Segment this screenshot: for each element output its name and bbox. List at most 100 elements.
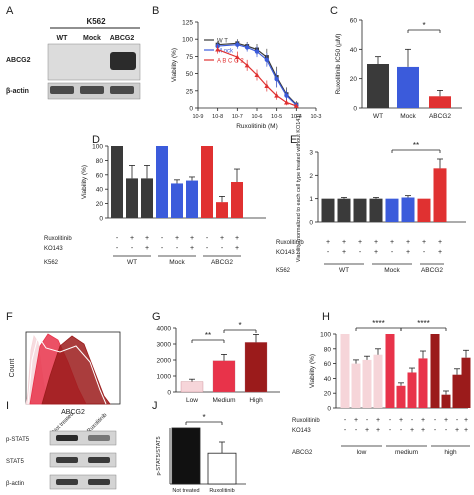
panel-d-condition-mark: - [221, 245, 224, 252]
panel-c-bar-mock [397, 66, 419, 108]
panel-h-condition-mark: + [354, 417, 358, 424]
panel-g-y-tick-label: 2000 [157, 358, 172, 365]
panel-label-i: I [6, 400, 9, 412]
panel-b-point [254, 72, 260, 77]
panel-h-bar [362, 359, 372, 408]
panel-label-d: D [92, 134, 100, 146]
panel-d-group-row-label: K562 [44, 260, 59, 266]
panel-h-condition-mark: + [376, 417, 380, 424]
panel-e-condition-mark: - [359, 249, 362, 256]
panel-b-x-axis-label: Ruxolitinib (M) [236, 123, 278, 130]
panel-h-y-tick-label: 100 [320, 332, 331, 339]
panel-g-y-tick-label: 4000 [157, 326, 172, 333]
panel-h-group-label-medium: medium [395, 449, 418, 456]
panel-h-condition-mark: - [400, 427, 403, 434]
panel-h-bar [351, 363, 361, 408]
panel-d-condition-mark: - [176, 245, 179, 252]
panel-h-condition-mark: + [421, 417, 425, 424]
panel-d-group-label-abcg2: ABCG2 [211, 259, 233, 266]
panel-g-bar-medium [212, 360, 236, 393]
panel-f-histogram-2 [41, 335, 111, 405]
panel-e-condition-mark: + [358, 239, 362, 246]
panel-b-y-tick-label: 75 [186, 54, 194, 61]
panel-d-bar [141, 178, 153, 218]
panel-j-y-axis-label: p-STAT5/STAT5 [156, 436, 162, 475]
panel-d-bar [231, 182, 243, 218]
panel-g-sig-star: ** [205, 331, 211, 340]
panel-e-group-label-wt: WT [339, 267, 349, 274]
panel-h-condition-mark: + [444, 417, 448, 424]
panel-a-title: K562 [86, 17, 106, 26]
panel-h-bar [373, 354, 383, 408]
panel-b-x-tick-label: 10-4 [291, 114, 302, 120]
actin-band [80, 86, 104, 94]
panel-e-condition-mark: + [342, 249, 346, 256]
panel-i-membrane [49, 430, 117, 446]
panel-e-y-tick-label: 2 [309, 173, 313, 180]
panel-e-condition-mark: + [374, 239, 378, 246]
panel-f-x-axis-label: ABCG2 [61, 409, 85, 416]
panel-b-x-tick-label: 10-8 [212, 114, 223, 120]
panel-b-y-tick-label: 125 [182, 20, 193, 27]
panel-c-sig-star: * [422, 21, 425, 30]
panel-d-y-axis-label: Viability (%) [81, 165, 88, 199]
panel-d-bar [111, 146, 123, 218]
panel-d-condition-mark: + [175, 235, 179, 242]
panel-e-condition-mark: + [390, 239, 394, 246]
panel-e-condition-mark: + [342, 239, 346, 246]
panel-h-bar [461, 357, 471, 408]
panel-d-condition-mark: + [235, 235, 239, 242]
panel-g-y-tick-label: 1000 [157, 374, 172, 381]
panel-d-condition-mark: - [131, 245, 134, 252]
panel-g-bar-low [180, 381, 204, 393]
panel-b-legend-entry: A B C G 2 [217, 59, 244, 65]
panel-e-group-label-abcg2: ABCG2 [421, 267, 443, 274]
panel-c-x-tick-label: ABCG2 [429, 113, 451, 120]
panel-b-point [215, 47, 221, 52]
panel-i-band [56, 457, 78, 463]
panel-e-condition-mark: + [406, 249, 410, 256]
panel-d-condition-mark: - [116, 235, 119, 242]
panel-e-condition-mark: + [326, 239, 330, 246]
panel-j-x-tick-label: Not treated [172, 488, 199, 494]
panel-d-condition-mark: + [145, 245, 149, 252]
panel-e-bar [321, 198, 335, 222]
panel-e-bar [369, 198, 383, 222]
panel-j-sig-star: * [202, 413, 205, 422]
panel-e-condition-mark: + [422, 239, 426, 246]
panel-h-condition-mark: + [410, 427, 414, 434]
panel-label-f: F [6, 311, 13, 323]
panel-e-row-label-ruxolitinib: Ruxolitinib [276, 240, 304, 246]
panel-d-condition-mark: + [190, 245, 194, 252]
panel-i-row-label: p-STAT5 [6, 437, 30, 443]
panel-b-point [284, 93, 289, 98]
panel-e-condition-mark: + [438, 249, 442, 256]
panel-b-point [264, 83, 270, 88]
panel-b-x-tick-label: 10-7 [232, 114, 243, 120]
panel-g-x-tick-label: High [249, 397, 263, 404]
panel-d-condition-mark: + [130, 235, 134, 242]
panel-d-row-label-ko143: KO143 [44, 246, 63, 252]
panel-b-point [264, 57, 270, 63]
panel-b-legend-entry: W T [217, 39, 228, 45]
panel-b-point [235, 42, 240, 47]
panel-h-condition-mark: - [344, 417, 347, 424]
panel-g-y-tick-label: 3000 [157, 342, 172, 349]
panel-d-condition-mark: - [206, 235, 209, 242]
panel-b-y-tick-label: 0 [189, 106, 193, 113]
panel-j-x-tick-label: Ruxolitinib [209, 488, 234, 494]
actin-band [50, 86, 74, 94]
panel-h-group-label-low: low [357, 449, 367, 456]
panel-g-x-tick-label: Medium [212, 397, 235, 404]
panel-e-group-row-label: K562 [276, 268, 291, 274]
panel-h-condition-mark: - [434, 417, 437, 424]
panel-f-y-axis-label: Count [9, 359, 16, 378]
panel-b-x-tick-label: 10-9 [192, 114, 203, 120]
panel-d-y-tick-label: 40 [96, 187, 104, 194]
panel-b-point [244, 62, 250, 68]
panel-e-group-label-mock: Mock [384, 267, 400, 274]
panel-h-y-axis-label: Viability (%) [309, 354, 316, 388]
panel-c-y-tick-label: 20 [350, 76, 358, 83]
panel-h-bar [340, 334, 350, 408]
